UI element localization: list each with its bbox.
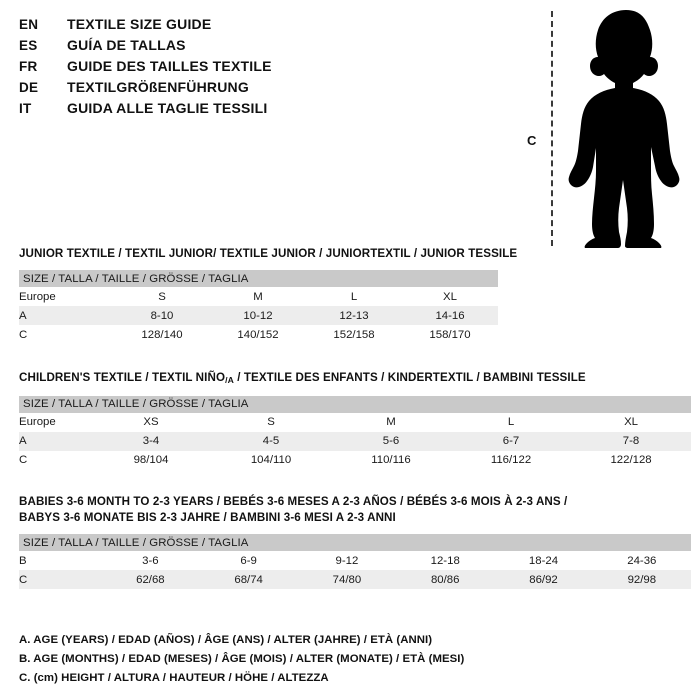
guide-title-en: TEXTILE SIZE GUIDE [67, 16, 212, 32]
row-label: A [19, 431, 91, 451]
table-row: C 98/104 104/110 110/116 116/122 122/128 [19, 450, 692, 470]
table-header-label: SIZE / TALLA / TAILLE / GRÖSSE / TAGLIA [19, 534, 691, 551]
toddler-silhouette-icon [568, 10, 680, 248]
table-cell: 10-12 [210, 306, 306, 325]
language-row: IT GUIDA ALLE TAGLIE TESSILI [19, 100, 489, 121]
table-row: C 62/68 68/74 74/80 80/86 86/92 92/98 [19, 570, 691, 589]
table-cell: 7-8 [571, 431, 692, 451]
language-code-de: DE [19, 80, 39, 95]
table-cell: 3-6 [101, 551, 200, 570]
junior-size-table: SIZE / TALLA / TAILLE / GRÖSSE / TAGLIA … [19, 270, 499, 344]
row-label: Europe [19, 412, 91, 432]
row-label: Europe [19, 287, 114, 306]
table-header-row: SIZE / TALLA / TAILLE / GRÖSSE / TAGLIA [19, 270, 499, 287]
legend-line-c: C. (cm) HEIGHT / ALTURA / HAUTEUR / HÖHE… [19, 672, 329, 684]
language-row: DE TEXTILGRÖßENFÜHRUNG [19, 79, 489, 100]
measurement-legend: A. AGE (YEARS) / EDAD (AÑOS) / ÂGE (ANS)… [19, 631, 464, 688]
table-row: Europe S M L XL [19, 287, 499, 306]
table-header-label: SIZE / TALLA / TAILLE / GRÖSSE / TAGLIA [19, 395, 692, 413]
section-babies-textile: BABIES 3-6 MONTH TO 2-3 YEARS / BEBÉS 3-… [19, 494, 691, 589]
table-cell: XL [402, 287, 499, 306]
row-label: C [19, 325, 114, 344]
guide-title-fr: GUIDE DES TAILLES TEXTILE [67, 58, 272, 74]
table-header-row: SIZE / TALLA / TAILLE / GRÖSSE / TAGLIA [19, 534, 691, 551]
table-row: C 128/140 140/152 152/158 158/170 [19, 325, 499, 344]
section-title-babies-line1: BABIES 3-6 MONTH TO 2-3 YEARS / BEBÉS 3-… [19, 495, 568, 508]
babies-size-table: SIZE / TALLA / TAILLE / GRÖSSE / TAGLIA … [19, 534, 691, 589]
language-row: ES GUÍA DE TALLAS [19, 37, 489, 58]
table-cell: 140/152 [210, 325, 306, 344]
table-cell: 116/122 [451, 450, 571, 470]
language-code-fr: FR [19, 59, 38, 74]
guide-title-de: TEXTILGRÖßENFÜHRUNG [67, 79, 249, 95]
table-cell: 5-6 [331, 431, 451, 451]
section-children-textile: CHILDREN'S TEXTILE / TEXTIL NIÑO/A / TEX… [19, 370, 692, 470]
table-cell: XL [571, 412, 692, 432]
table-cell: 24-36 [592, 551, 691, 570]
table-header-label: SIZE / TALLA / TAILLE / GRÖSSE / TAGLIA [19, 270, 499, 287]
table-cell: 6-7 [451, 431, 571, 451]
table-cell: L [306, 287, 402, 306]
table-cell: 158/170 [402, 325, 499, 344]
table-row: B 3-6 6-9 9-12 12-18 18-24 24-36 [19, 551, 691, 570]
section-title-junior: JUNIOR TEXTILE / TEXTIL JUNIOR/ TEXTILE … [19, 247, 518, 260]
table-row: Europe XS S M L XL [19, 412, 692, 432]
table-cell: 3-4 [91, 431, 211, 451]
section-title-children-part2: / TEXTILE DES ENFANTS / KINDERTEXTIL / B… [233, 371, 586, 384]
table-row: A 8-10 10-12 12-13 14-16 [19, 306, 499, 325]
guide-title-it: GUIDA ALLE TAGLIE TESSILI [67, 100, 268, 116]
table-cell: 86/92 [494, 570, 593, 589]
table-cell: 14-16 [402, 306, 499, 325]
section-title-children-part1: CHILDREN'S TEXTILE / TEXTIL NIÑO [19, 371, 226, 384]
table-cell: 68/74 [199, 570, 298, 589]
table-cell: S [114, 287, 210, 306]
height-measurement-figure: C [510, 8, 695, 248]
table-cell: 6-9 [199, 551, 298, 570]
language-code-es: ES [19, 38, 38, 53]
table-cell: 74/80 [297, 570, 397, 589]
row-label: C [19, 450, 91, 470]
language-code-en: EN [19, 17, 39, 32]
language-row: FR GUIDE DES TAILLES TEXTILE [19, 58, 489, 79]
table-row: A 3-4 4-5 5-6 6-7 7-8 [19, 431, 692, 451]
language-header-block: EN TEXTILE SIZE GUIDE ES GUÍA DE TALLAS … [19, 16, 489, 121]
table-cell: M [210, 287, 306, 306]
table-cell: 110/116 [331, 450, 451, 470]
table-cell: M [331, 412, 451, 432]
row-label: A [19, 306, 114, 325]
table-cell: 8-10 [114, 306, 210, 325]
children-size-table: SIZE / TALLA / TAILLE / GRÖSSE / TAGLIA … [19, 395, 692, 470]
table-cell: 122/128 [571, 450, 692, 470]
table-cell: 152/158 [306, 325, 402, 344]
section-title-babies-line2: BABYS 3-6 MONATE BIS 2-3 JAHRE / BAMBINI… [19, 511, 396, 524]
table-cell: 104/110 [211, 450, 331, 470]
section-title-children-subscript: /A [225, 374, 234, 385]
table-cell: S [211, 412, 331, 432]
row-label: C [19, 570, 102, 589]
legend-line-a: A. AGE (YEARS) / EDAD (AÑOS) / ÂGE (ANS)… [19, 634, 433, 646]
table-cell: XS [91, 412, 211, 432]
height-dashed-line [551, 11, 553, 246]
row-label: B [19, 551, 102, 570]
language-row: EN TEXTILE SIZE GUIDE [19, 16, 489, 37]
table-cell: L [451, 412, 571, 432]
table-cell: 98/104 [91, 450, 211, 470]
table-cell: 18-24 [494, 551, 593, 570]
table-cell: 80/86 [396, 570, 495, 589]
height-label-c: C [527, 133, 537, 148]
table-cell: 4-5 [211, 431, 331, 451]
guide-title-es: GUÍA DE TALLAS [67, 37, 186, 53]
table-cell: 12-18 [396, 551, 495, 570]
table-header-row: SIZE / TALLA / TAILLE / GRÖSSE / TAGLIA [19, 395, 692, 413]
legend-line-b: B. AGE (MONTHS) / EDAD (MESES) / ÂGE (MO… [19, 653, 465, 665]
table-cell: 92/98 [592, 570, 691, 589]
language-code-it: IT [19, 101, 32, 116]
section-title-children: CHILDREN'S TEXTILE / TEXTIL NIÑO/A / TEX… [19, 370, 691, 388]
table-cell: 128/140 [114, 325, 210, 344]
table-cell: 9-12 [297, 551, 397, 570]
section-junior-textile: JUNIOR TEXTILE / TEXTIL JUNIOR/ TEXTILE … [19, 246, 517, 344]
table-cell: 12-13 [306, 306, 402, 325]
table-cell: 62/68 [101, 570, 200, 589]
